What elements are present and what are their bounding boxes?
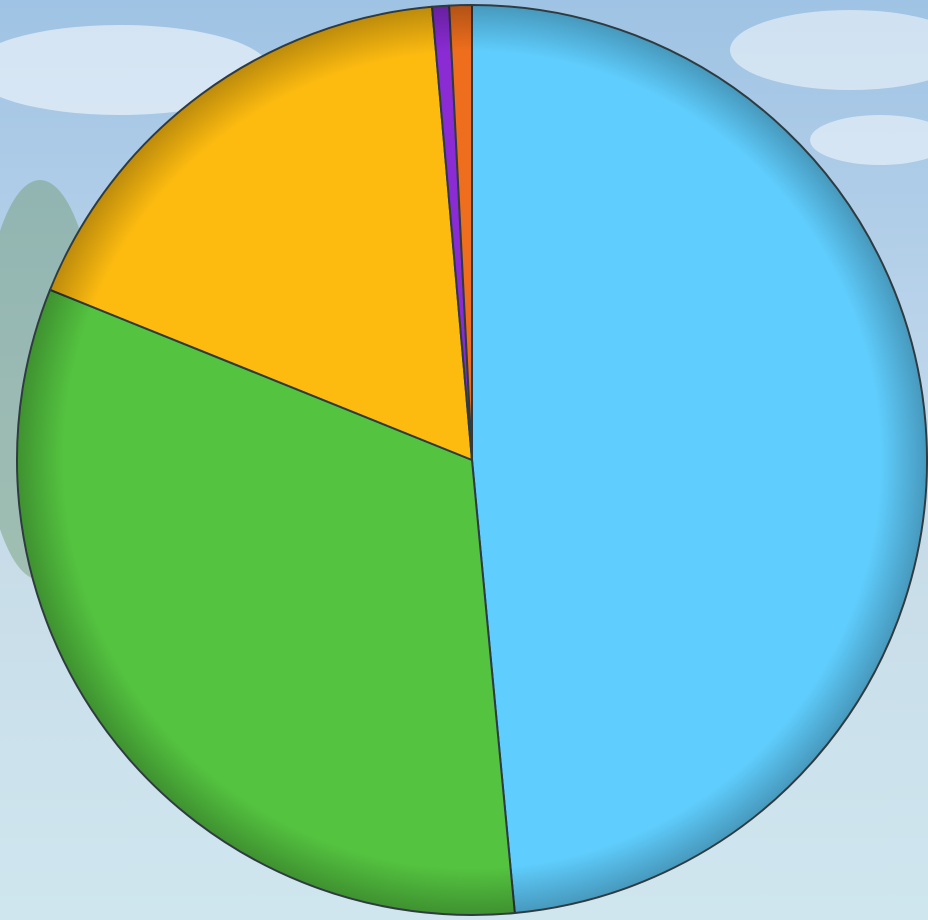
pie xyxy=(16,4,928,916)
